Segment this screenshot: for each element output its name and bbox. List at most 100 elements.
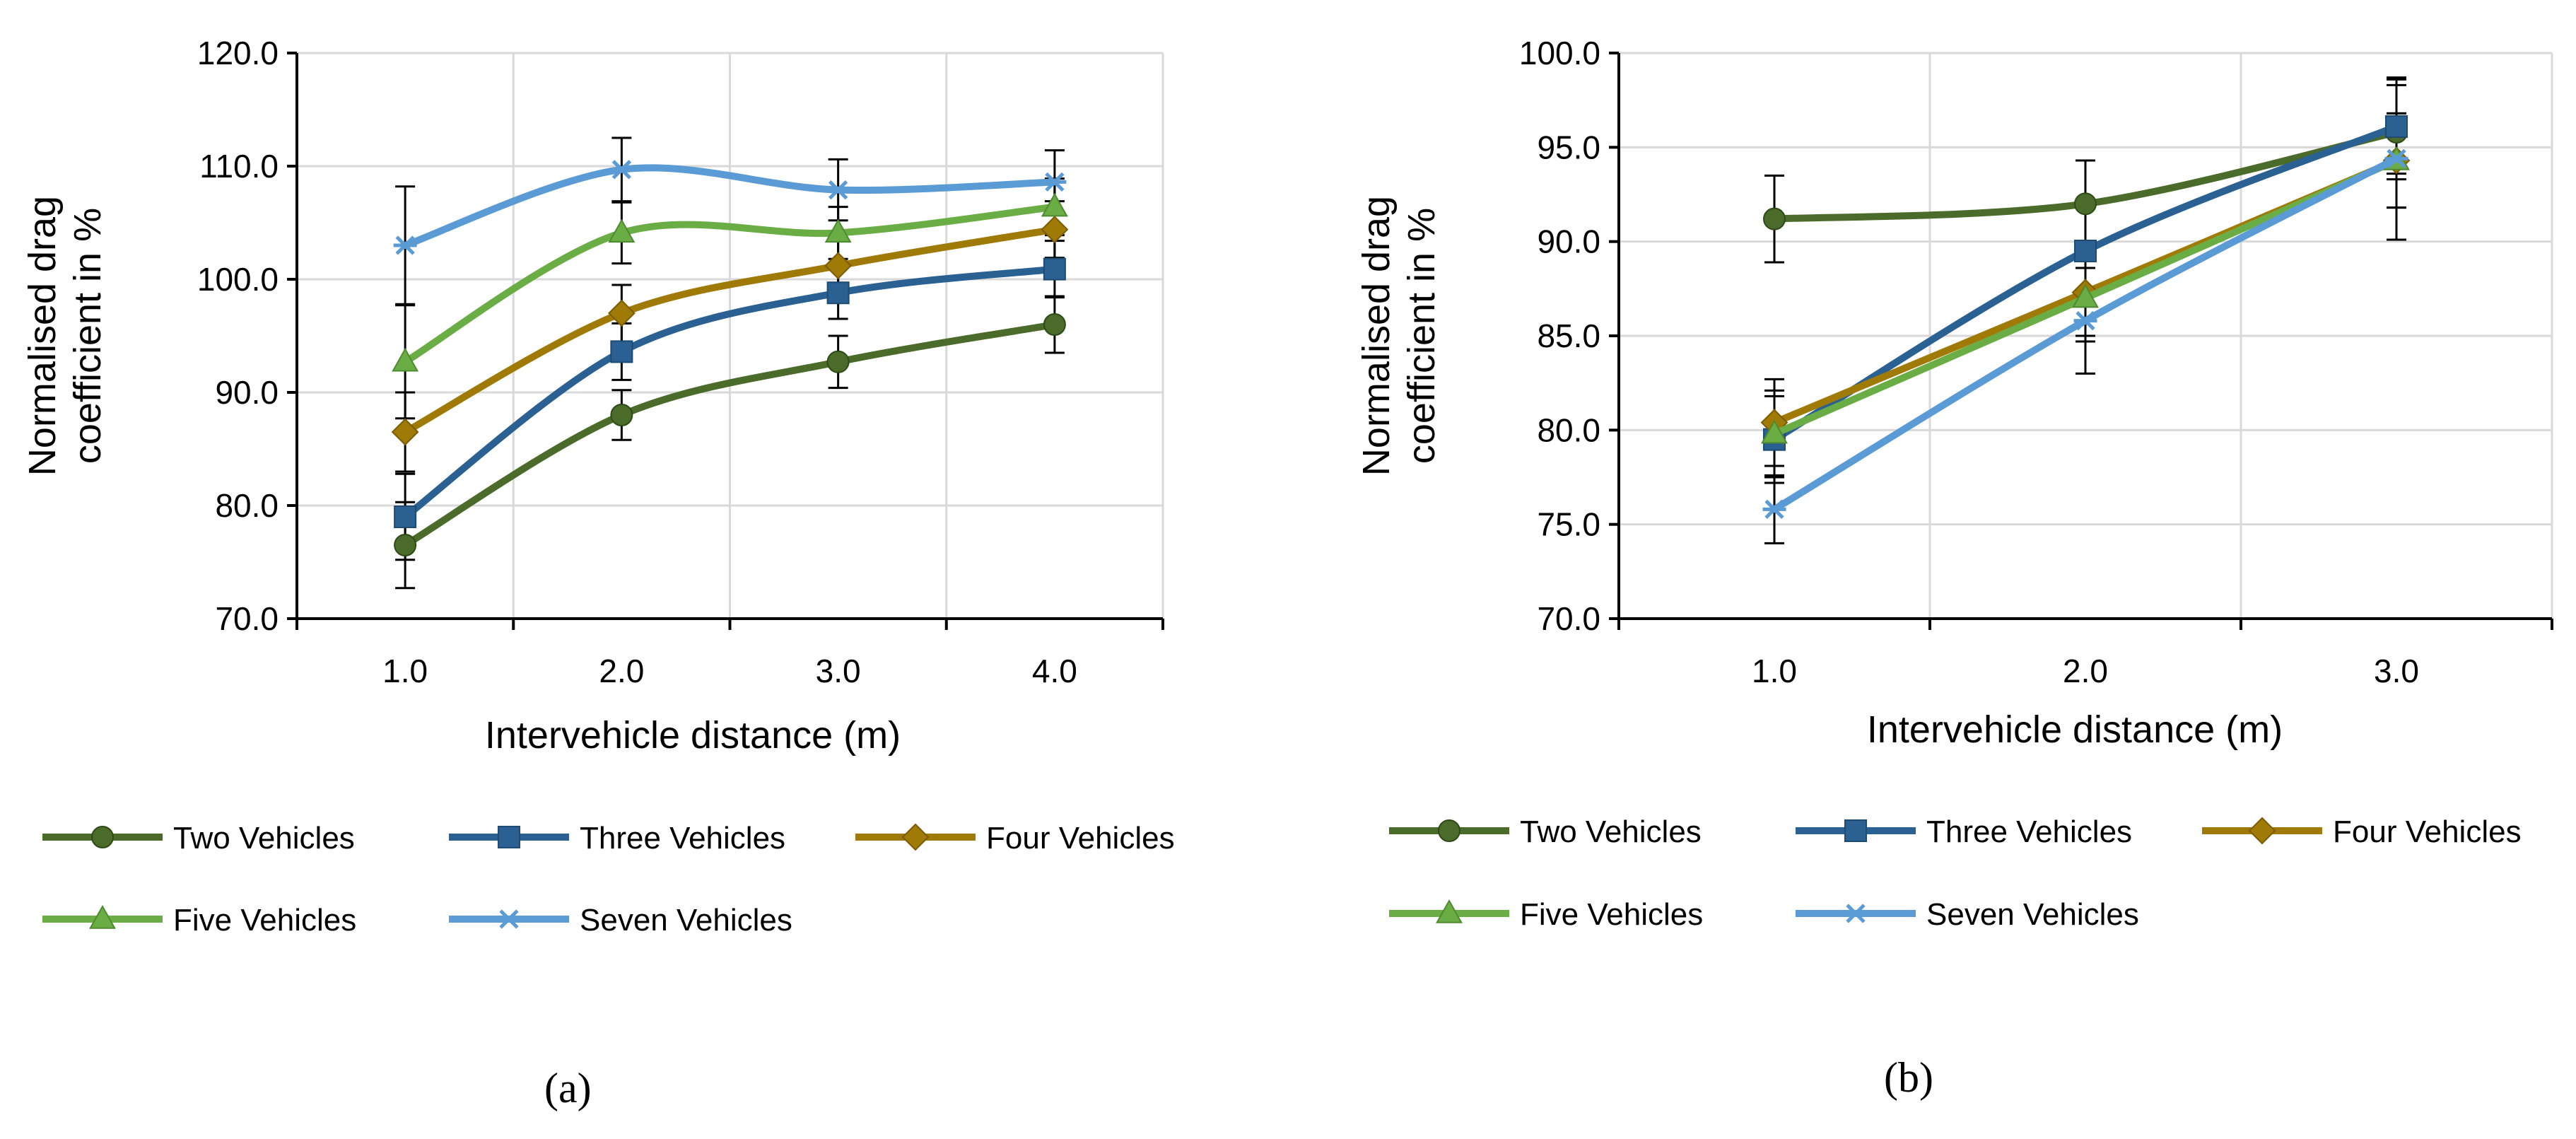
legend-marker-diamond [901,823,930,851]
y-tick-label: 75.0 [1537,506,1600,543]
data-point-star [393,235,417,255]
legend-item: Three Vehicles [449,821,785,855]
data-point-star-stroke [395,235,415,255]
legend-label: Four Vehicles [2333,814,2522,849]
legend-marker-star [1844,904,1868,923]
data-point-circle [1763,207,1786,230]
legend-label: Seven Vehicles [580,903,792,938]
panel-caption-b: (b) [1884,1054,1933,1101]
y-tick-label: 95.0 [1537,129,1600,165]
data-point-star-stroke [2076,311,2095,331]
legend-marker-triangle [89,904,116,929]
x-tick-label: 2.0 [2063,653,2108,689]
series-line [402,321,1058,549]
x-tick-label: 1.0 [1752,653,1797,689]
data-point-circle [1043,313,1066,336]
legend-label: Seven Vehicles [1926,897,2139,932]
data-point-diamond [1041,216,1069,244]
series-line [402,226,1058,436]
legend-item: Five Vehicles [42,903,356,938]
y-tick-label: 100.0 [1519,35,1600,71]
data-point-star [1043,172,1067,192]
data-point-star-stroke [1045,172,1065,192]
data-point-circle [2074,192,2097,216]
y-tick-label: 90.0 [1537,223,1600,260]
legend-marker-star-stroke [499,909,519,929]
legend-item: Two Vehicles [42,821,355,855]
data-point-square [610,340,633,363]
series-line [402,203,1058,366]
legend-item: Seven Vehicles [1796,897,2139,932]
series-seven-vehicles [1762,148,2408,519]
series-four-vehicles [391,216,1069,446]
data-point-triangle [392,347,419,372]
legend-item: Three Vehicles [1796,814,2132,849]
y-tick-label: 110.0 [199,148,279,185]
legend-marker-square [1844,819,1867,842]
data-point-circle [826,350,850,373]
y-axis-title-line-2: coefficient in % [1400,208,1443,464]
y-axis-title: Normalised dragcoefficient in % [21,196,109,476]
y-tick-label: 90.0 [215,374,279,411]
legend-marker-circle [1438,819,1460,842]
y-axis-title-line-1: Normalised drag [1355,196,1398,476]
y-tick-label: 85.0 [1537,317,1600,354]
y-tick-label: 80.0 [215,487,279,524]
gridlines [297,52,1164,619]
legend-marker-star-stroke [1846,904,1866,923]
legend-label: Five Vehicles [1520,897,1703,932]
x-tick-label: 3.0 [2374,653,2419,689]
data-point-circle [394,534,417,556]
data-point-diamond [607,299,636,327]
data-point-triangle [608,218,636,243]
data-point-star [2384,148,2408,168]
data-point-star [826,180,850,200]
legend-marker-triangle [1436,899,1463,923]
legend-marker-circle [91,826,114,848]
legend-item: Two Vehicles [1389,814,1702,849]
data-point-square [2074,240,2097,262]
data-point-triangle [1041,192,1068,217]
data-point-star-stroke [2387,148,2406,168]
series-two-vehicles [394,313,1066,556]
x-tick-label: 1.0 [382,653,428,689]
legend-marker-square [498,826,520,848]
data-point-square [1043,257,1066,281]
y-axis-title-line-1: Normalised drag [21,196,64,476]
data-point-star-stroke [611,160,632,180]
data-point-star-stroke [828,180,848,200]
data-point-triangle [824,218,852,243]
data-point-diamond [824,252,853,280]
legend: Two Vehicles Three Vehicles Four Vehicles F… [42,821,1175,938]
y-tick-label: 70.0 [215,600,279,637]
legend-item: Four Vehicles [855,821,1175,855]
series-seven-vehicles [393,160,1067,255]
data-point-circle [610,404,633,426]
legend-label: Two Vehicles [173,821,355,855]
legend-label: Three Vehicles [580,821,785,855]
x-axis-title: Intervehicle distance (m) [1867,708,2283,751]
legend-label: Three Vehicles [1926,814,2132,849]
series-line [402,164,1058,249]
data-point-star [1762,499,1786,519]
chart-a: 70.0 80.0 90.0 100.0 110.0 120.0 1.0 2.0 3.0 4.0 I… [21,35,1175,938]
y-axis-title: Normalised dragcoefficient in % [1355,196,1443,476]
data-point-square [394,506,417,528]
data-point-star [609,160,633,180]
y-tick-label: 80.0 [1537,411,1600,448]
chart-b: 70.0 75.0 80.0 85.0 90.0 95.0 100.0 1.0 2.0 3.0 In… [1355,35,2553,932]
x-tick-label: 2.0 [599,653,644,689]
data-point-triangle [2072,284,2099,308]
legend-marker-diamond [2248,817,2276,845]
data-point-square [2385,115,2408,138]
legend-label: Four Vehicles [986,821,1175,855]
y-tick-label: 70.0 [1537,600,1600,637]
x-axis-title: Intervehicle distance (m) [485,714,901,757]
x-tick-label: 4.0 [1032,653,1077,689]
series-five-vehicles [392,192,1068,372]
data-point-diamond [391,418,419,446]
legend-item: Four Vehicles [2202,814,2522,849]
legend: Two Vehicles Three Vehicles Four Vehicles F… [1389,814,2522,932]
series-three-vehicles [394,257,1066,528]
